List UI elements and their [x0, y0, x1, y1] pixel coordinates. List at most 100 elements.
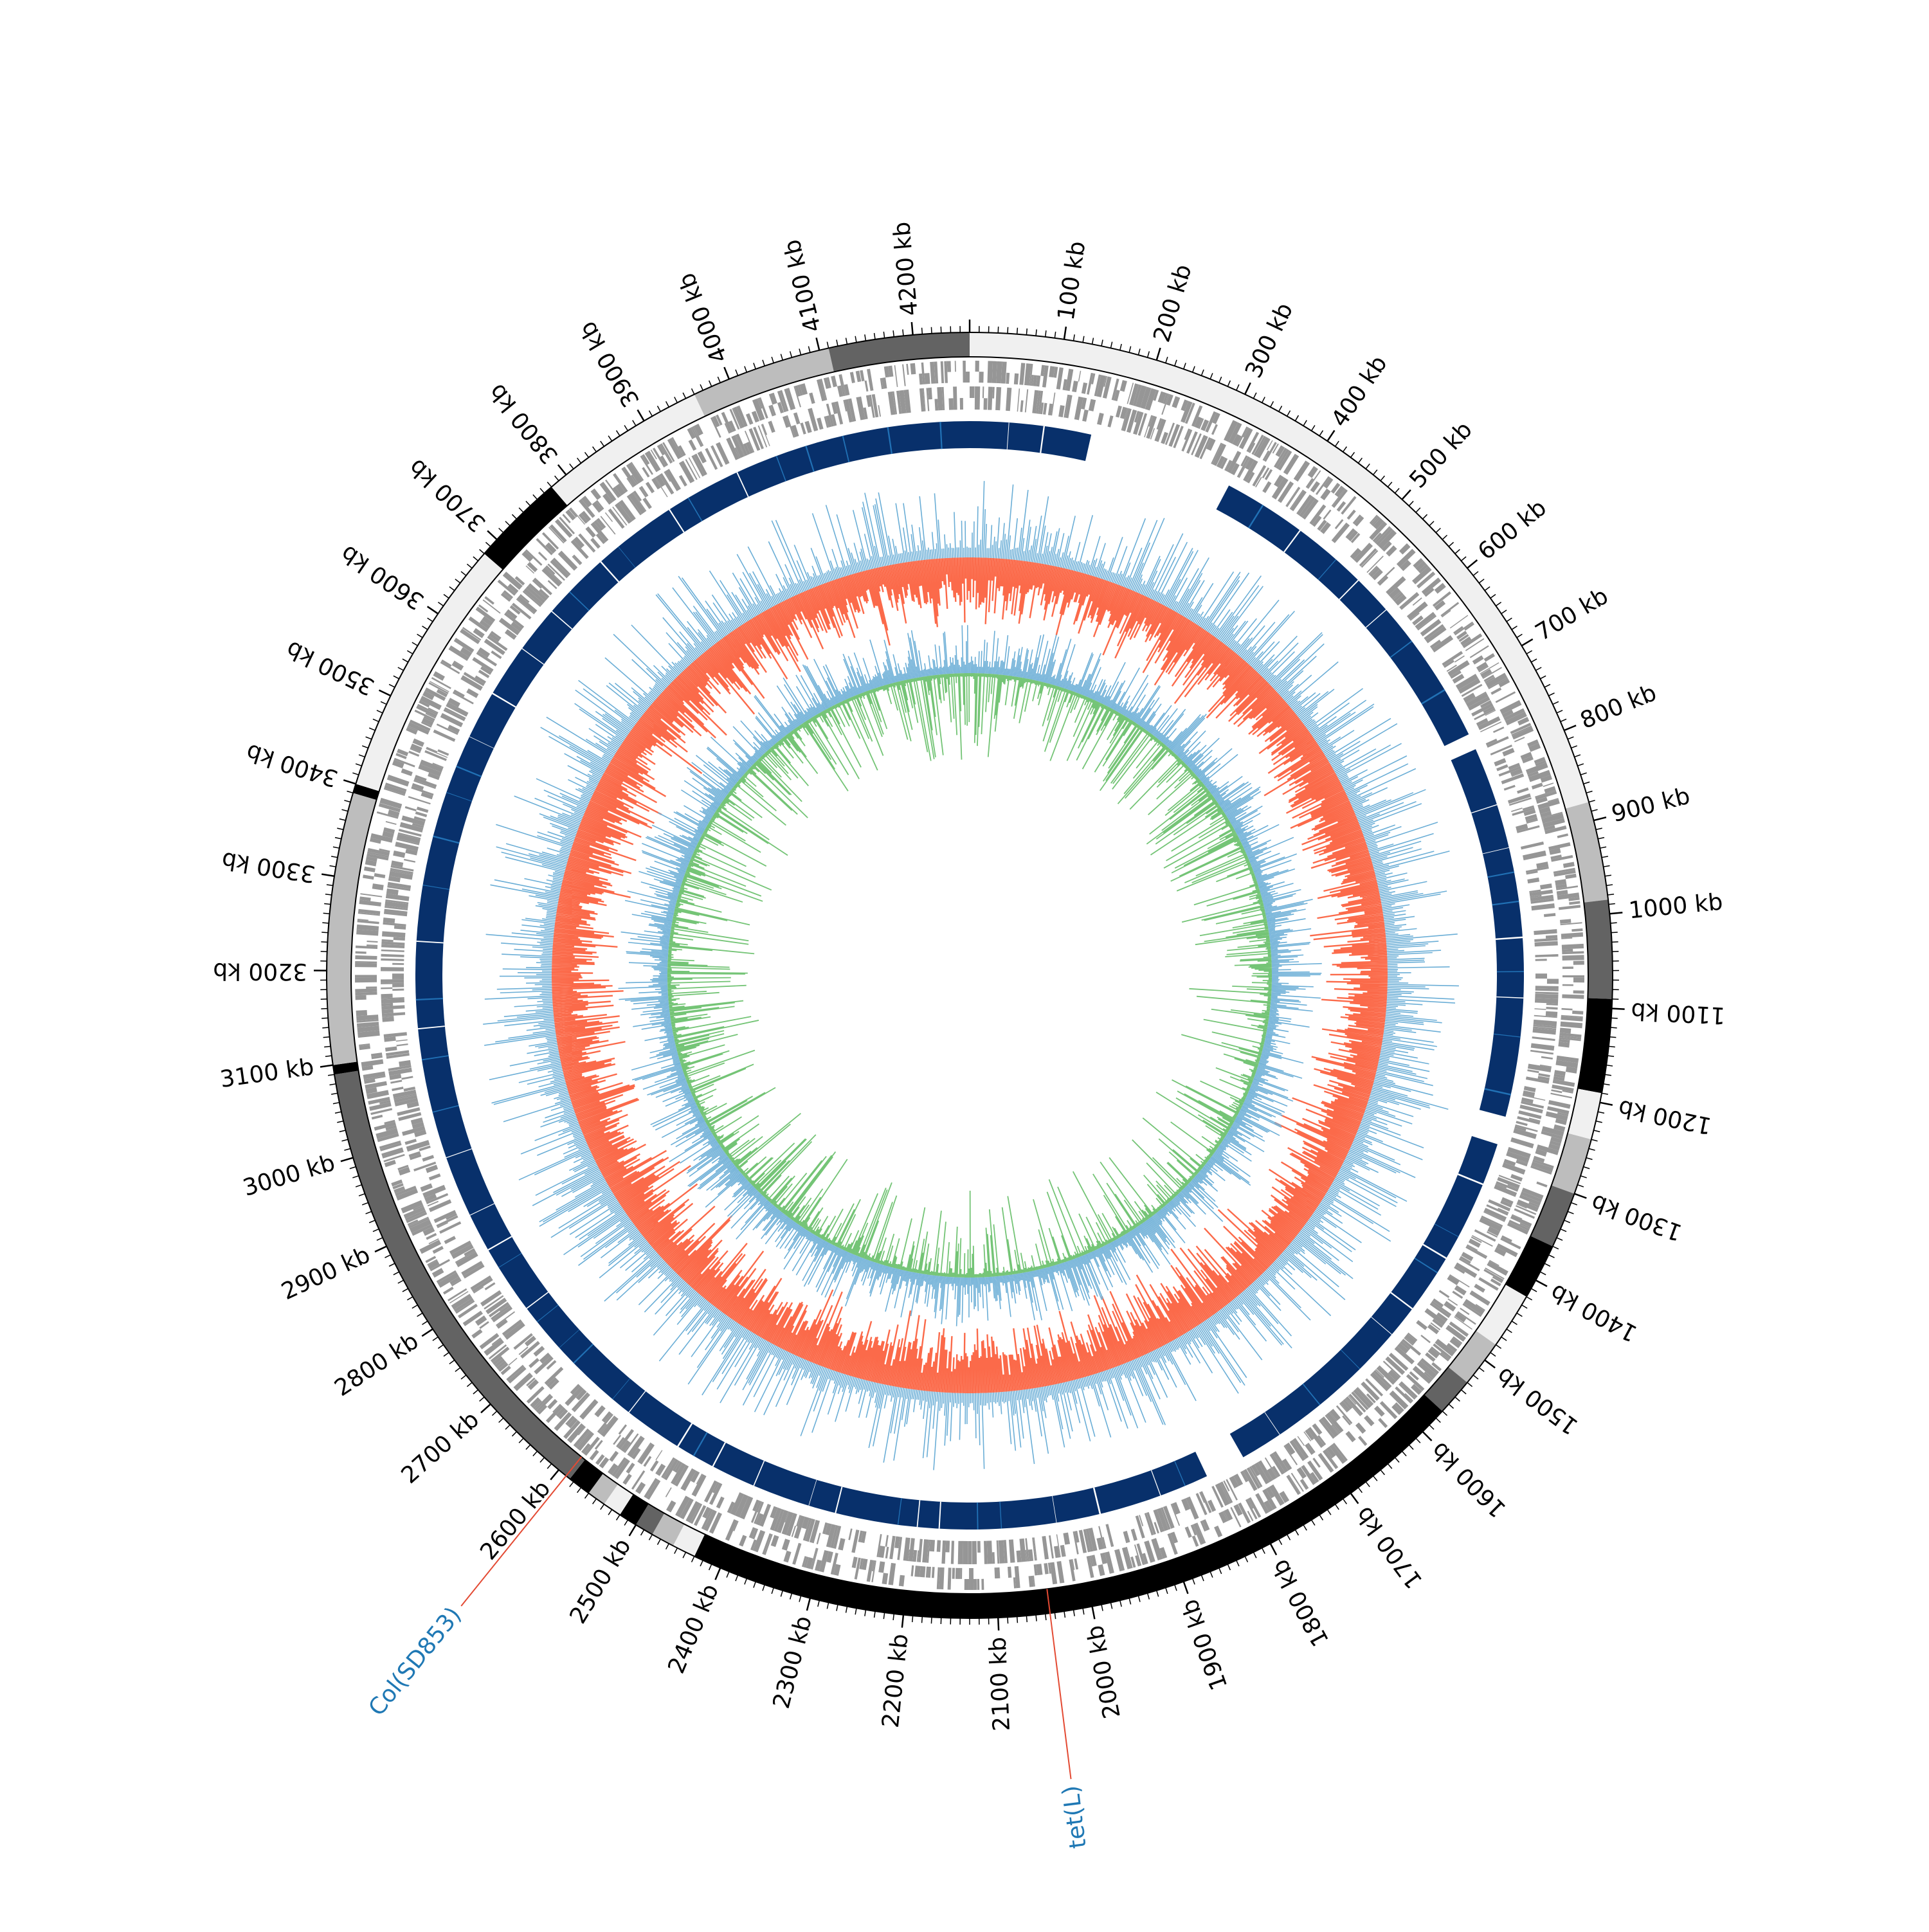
- cds-feature: [466, 689, 478, 698]
- tick-label: 100 kb: [1053, 239, 1091, 322]
- cds-feature: [951, 1541, 954, 1564]
- tick-label: 200 kb: [1148, 262, 1197, 345]
- tick-label: 3000 kb: [240, 1150, 338, 1202]
- minor-tick: [893, 330, 894, 337]
- tick-label: 1200 kb: [1616, 1094, 1714, 1139]
- major-tick: [487, 531, 497, 540]
- minor-tick: [1602, 856, 1608, 858]
- tick-label: 2200 kb: [878, 1632, 914, 1729]
- cds-feature: [960, 398, 963, 410]
- cds-feature: [417, 807, 429, 813]
- major-tick: [629, 1525, 636, 1536]
- minor-tick: [1557, 710, 1562, 713]
- minor-tick: [1120, 344, 1121, 350]
- cds-feature: [573, 555, 583, 564]
- minor-tick: [499, 1418, 503, 1423]
- minor-tick: [1175, 1585, 1177, 1591]
- cds-feature: [1123, 1531, 1130, 1543]
- minor-tick: [593, 1499, 597, 1504]
- minor-tick: [352, 773, 359, 775]
- minor-tick: [1544, 1263, 1550, 1266]
- minor-tick: [1138, 348, 1140, 355]
- cds-feature: [974, 1579, 977, 1590]
- tick-label: 3100 kb: [219, 1054, 316, 1093]
- cds-feature: [1543, 782, 1554, 787]
- cds-feature: [947, 361, 951, 372]
- tick-label: 400 kb: [1327, 351, 1393, 432]
- minor-tick: [1101, 339, 1103, 346]
- cds-feature: [924, 373, 930, 384]
- cds-feature: [364, 867, 376, 872]
- cds-feature: [1098, 1564, 1105, 1576]
- minor-tick: [325, 894, 332, 895]
- minor-tick: [341, 1139, 348, 1141]
- minor-tick: [1227, 381, 1230, 386]
- tick-label: 1500 kb: [1492, 1362, 1583, 1440]
- minor-tick: [912, 1616, 913, 1622]
- cds-feature: [1561, 1022, 1583, 1029]
- minor-tick: [727, 1571, 729, 1577]
- tick-label: 1000 kb: [1627, 889, 1724, 924]
- cds-feature: [975, 386, 980, 410]
- cds-feature: [926, 1567, 931, 1578]
- minor-tick: [1201, 370, 1204, 375]
- minor-tick: [1148, 1593, 1150, 1600]
- cds-ring: [355, 361, 1584, 1590]
- minor-tick: [356, 764, 361, 766]
- minor-tick: [328, 1074, 334, 1076]
- cds-feature: [966, 372, 970, 383]
- cds-feature: [1006, 388, 1011, 411]
- minor-tick: [329, 1084, 336, 1085]
- cds-feature: [934, 399, 938, 410]
- minor-tick: [1262, 397, 1265, 402]
- major-tick: [341, 1158, 353, 1162]
- cds-feature: [1573, 977, 1584, 982]
- cds-feature: [655, 1450, 662, 1460]
- cds-feature: [1120, 380, 1127, 392]
- minor-tick: [1611, 1027, 1617, 1028]
- blast-stripe: [1497, 971, 1524, 972]
- tick-label: 800 kb: [1577, 680, 1660, 734]
- major-tick: [1157, 348, 1161, 360]
- cds-feature: [1535, 998, 1558, 1004]
- minor-tick: [505, 521, 510, 526]
- major-tick: [1564, 725, 1576, 730]
- cds-feature: [390, 1080, 402, 1084]
- minor-tick: [1074, 334, 1075, 341]
- cds-feature: [958, 1541, 963, 1564]
- minor-tick: [1351, 452, 1355, 457]
- minor-tick: [1120, 1600, 1121, 1607]
- minor-tick: [1602, 1093, 1608, 1094]
- cds-feature: [642, 498, 651, 509]
- minor-tick: [341, 809, 348, 811]
- cds-feature: [401, 768, 413, 776]
- cds-feature: [929, 1540, 935, 1551]
- minor-tick: [781, 1591, 783, 1597]
- minor-tick: [422, 626, 428, 629]
- cds-feature: [1131, 1529, 1137, 1541]
- minor-tick: [633, 420, 636, 426]
- tick-label: 1600 kb: [1426, 1437, 1511, 1522]
- minor-tick: [1110, 1603, 1112, 1609]
- minor-tick: [837, 1605, 838, 1611]
- minor-tick: [1210, 373, 1213, 379]
- major-tick: [322, 874, 334, 876]
- cds-feature: [984, 398, 988, 410]
- minor-tick: [1343, 1499, 1347, 1504]
- gc-content-positive: [483, 481, 1459, 1470]
- minor-tick: [763, 360, 765, 366]
- cds-feature: [1532, 1036, 1555, 1041]
- minor-tick: [1193, 366, 1195, 372]
- minor-tick: [745, 1578, 747, 1584]
- tick-label: 3500 kb: [282, 635, 379, 700]
- minor-tick: [1409, 501, 1413, 506]
- minor-tick: [931, 1617, 932, 1623]
- minor-tick: [337, 828, 343, 829]
- minor-tick: [412, 642, 418, 646]
- cds-feature: [1540, 883, 1552, 889]
- minor-tick: [1455, 550, 1460, 554]
- minor-tick: [335, 1112, 341, 1113]
- cds-feature: [366, 986, 377, 989]
- cds-feature: [471, 1329, 482, 1339]
